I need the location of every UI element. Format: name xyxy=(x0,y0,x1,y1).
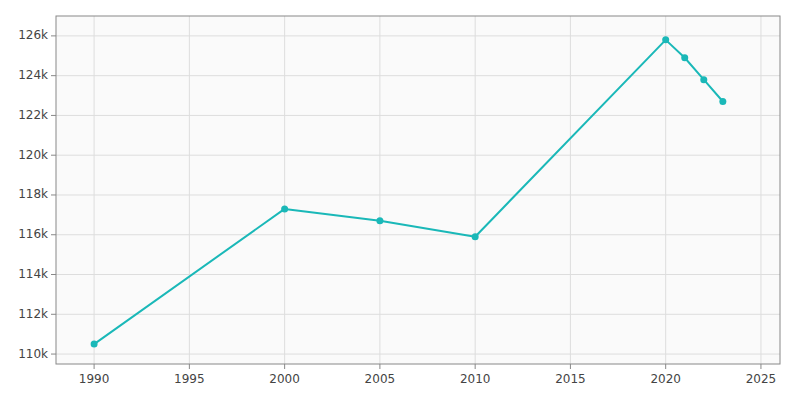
data-point xyxy=(376,217,383,224)
x-tick-label: 1990 xyxy=(79,372,110,386)
y-tick-label: 116k xyxy=(18,227,48,241)
y-tick-label: 118k xyxy=(18,187,48,201)
y-tick-label: 122k xyxy=(18,108,48,122)
y-tick-label: 126k xyxy=(18,28,48,42)
x-grid-line xyxy=(475,16,476,364)
chart-svg: 110k 112k 114k 116k 118k 120k 122k 124k 126k 1990… xyxy=(0,0,800,400)
y-tick xyxy=(51,75,56,76)
x-tick-label: 2010 xyxy=(460,372,491,386)
y-grid-line xyxy=(56,75,780,76)
x-tick-label: 1995 xyxy=(174,372,205,386)
axes: 110k 112k 114k 116k 118k 120k 122k 124k 126k 1990… xyxy=(18,28,776,386)
y-tick xyxy=(51,314,56,315)
y-tick xyxy=(51,234,56,235)
y-grid-line xyxy=(56,274,780,275)
x-grid-line xyxy=(189,16,190,364)
data-point xyxy=(281,205,288,212)
data-point xyxy=(719,98,726,105)
data-point xyxy=(662,36,669,43)
y-tick xyxy=(51,35,56,36)
x-grid-line xyxy=(379,16,380,364)
x-tick xyxy=(760,364,761,369)
plot-frame xyxy=(56,16,780,364)
y-grid-line xyxy=(56,354,780,355)
x-grid-line xyxy=(284,16,285,364)
x-tick-label: 2005 xyxy=(365,372,396,386)
x-tick-label: 2025 xyxy=(746,372,777,386)
data-point xyxy=(700,76,707,83)
grid xyxy=(56,16,780,364)
y-tick-label: 124k xyxy=(18,68,48,82)
x-grid-line xyxy=(94,16,95,364)
y-tick xyxy=(51,115,56,116)
x-grid-line xyxy=(570,16,571,364)
data-point xyxy=(91,341,98,348)
x-tick xyxy=(570,364,571,369)
plot-background xyxy=(56,16,780,364)
y-grid-line xyxy=(56,194,780,195)
x-tick xyxy=(665,364,666,369)
page: {"chart_data": {"type": "line", "x": [19… xyxy=(0,0,800,400)
y-tick-label: 112k xyxy=(18,307,48,321)
x-tick xyxy=(475,364,476,369)
y-tick xyxy=(51,354,56,355)
y-tick-label: 110k xyxy=(18,347,48,361)
y-tick xyxy=(51,274,56,275)
x-tick xyxy=(189,364,190,369)
x-tick xyxy=(284,364,285,369)
x-grid-line xyxy=(665,16,666,364)
y-grid-line xyxy=(56,115,780,116)
x-tick xyxy=(94,364,95,369)
x-tick xyxy=(379,364,380,369)
y-grid-line xyxy=(56,234,780,235)
x-grid-line xyxy=(760,16,761,364)
x-tick-label: 2015 xyxy=(555,372,586,386)
y-tick-label: 120k xyxy=(18,148,48,162)
x-tick-label: 2020 xyxy=(650,372,681,386)
y-grid-line xyxy=(56,155,780,156)
data-point xyxy=(472,233,479,240)
y-grid-line xyxy=(56,314,780,315)
y-tick xyxy=(51,155,56,156)
data-layer xyxy=(91,36,727,347)
y-tick xyxy=(51,194,56,195)
x-tick-label: 2000 xyxy=(269,372,300,386)
chart-container: 110k 112k 114k 116k 118k 120k 122k 124k 126k 1990… xyxy=(0,0,800,400)
y-grid-line xyxy=(56,35,780,36)
series-line xyxy=(94,40,723,344)
y-tick-label: 114k xyxy=(18,267,48,281)
data-point xyxy=(681,54,688,61)
